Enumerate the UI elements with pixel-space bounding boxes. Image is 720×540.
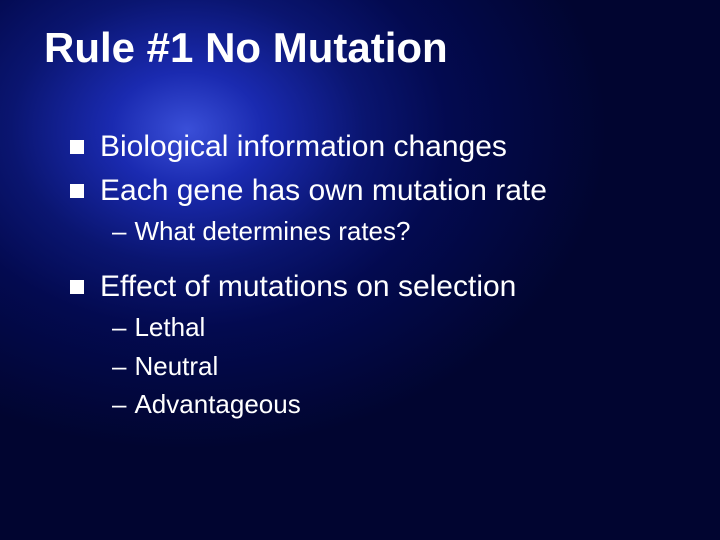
- list-item: Each gene has own mutation rate: [70, 172, 680, 210]
- bullet-text: Effect of mutations on selection: [100, 268, 516, 306]
- bullet-text: What determines rates?: [134, 215, 410, 248]
- slide-body: Biological information changes Each gene…: [70, 128, 680, 427]
- dash-bullet-icon: –: [112, 350, 126, 383]
- bullet-text: Advantageous: [134, 388, 300, 421]
- list-item: – Lethal: [112, 311, 680, 344]
- spacer: [70, 254, 680, 268]
- bullet-text: Each gene has own mutation rate: [100, 172, 547, 210]
- bullet-text: Biological information changes: [100, 128, 507, 166]
- bullet-text: Neutral: [134, 350, 218, 383]
- list-item: Biological information changes: [70, 128, 680, 166]
- dash-bullet-icon: –: [112, 215, 126, 248]
- bullet-text: Lethal: [134, 311, 205, 344]
- slide: Rule #1 No Mutation Biological informati…: [0, 0, 720, 540]
- list-item: – What determines rates?: [112, 215, 680, 248]
- square-bullet-icon: [70, 280, 84, 294]
- dash-bullet-icon: –: [112, 388, 126, 421]
- dash-bullet-icon: –: [112, 311, 126, 344]
- list-item: – Advantageous: [112, 388, 680, 421]
- list-item: Effect of mutations on selection: [70, 268, 680, 306]
- square-bullet-icon: [70, 184, 84, 198]
- square-bullet-icon: [70, 140, 84, 154]
- slide-title: Rule #1 No Mutation: [44, 24, 448, 72]
- list-item: – Neutral: [112, 350, 680, 383]
